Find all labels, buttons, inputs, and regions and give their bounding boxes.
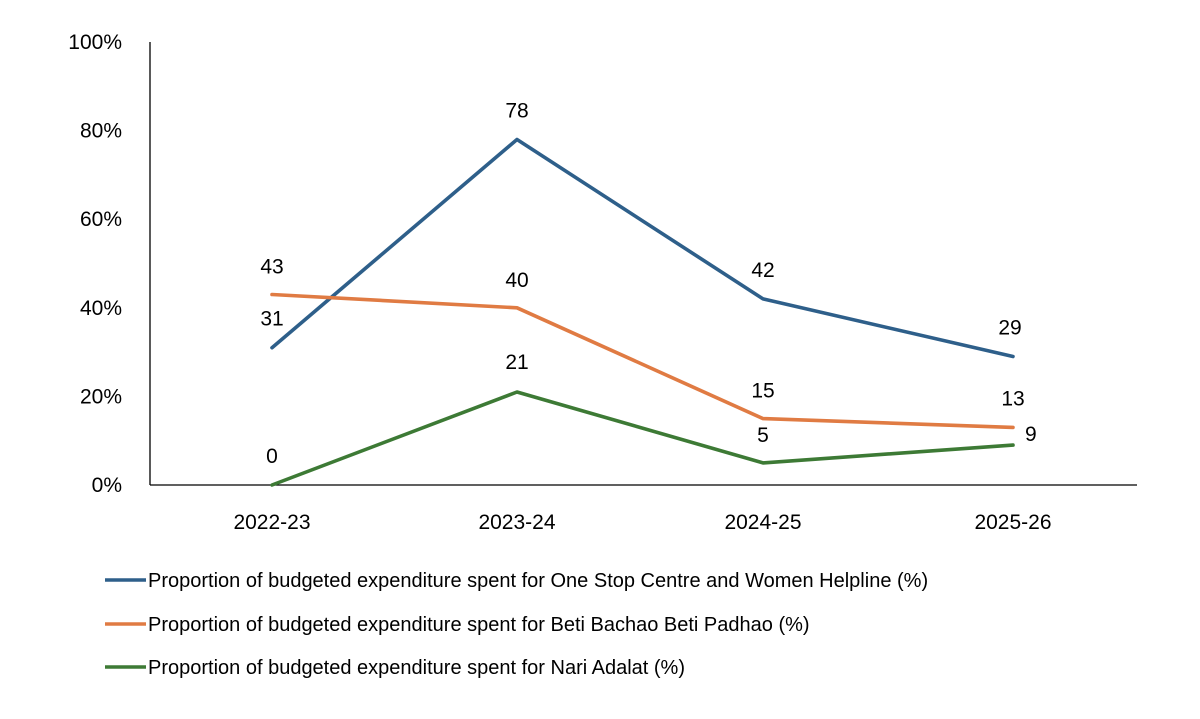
legend-label-1: Proportion of budgeted expenditure spent… <box>148 570 928 592</box>
data-label: 31 <box>260 308 283 331</box>
legend: Proportion of budgeted expenditure spent… <box>105 570 928 679</box>
data-label: 21 <box>505 351 528 374</box>
legend-label-2: Proportion of budgeted expenditure spent… <box>148 614 810 636</box>
axes <box>149 42 1137 486</box>
x-tick-label: 2023-24 <box>478 511 555 534</box>
x-tick-label: 2022-23 <box>233 511 310 534</box>
data-label: 5 <box>757 424 769 447</box>
x-tick-labels: 2022-23 2023-24 2024-25 2025-26 <box>233 511 1051 534</box>
y-tick-label: 60% <box>80 208 122 231</box>
x-tick-label: 2024-25 <box>724 511 801 534</box>
y-tick-label: 80% <box>80 120 122 143</box>
legend-label-3: Proportion of budgeted expenditure spent… <box>148 657 685 679</box>
y-tick-label: 100% <box>68 31 122 54</box>
y-tick-label: 20% <box>80 385 122 408</box>
x-tick-label: 2025-26 <box>974 511 1051 534</box>
data-label: 78 <box>505 99 528 122</box>
y-tick-label: 40% <box>80 297 122 320</box>
data-label: 0 <box>266 445 278 468</box>
data-label: 9 <box>1025 423 1037 446</box>
series-line-2 <box>270 292 1015 430</box>
data-label: 13 <box>1001 387 1024 410</box>
data-label: 15 <box>751 380 774 403</box>
series-line-1 <box>270 137 1015 359</box>
data-label: 40 <box>505 269 528 292</box>
data-label: 29 <box>998 317 1021 340</box>
y-tick-label: 0% <box>92 474 122 497</box>
y-tick-labels: 0% 20% 40% 60% 80% 100% <box>68 31 122 497</box>
series-line-3 <box>270 390 1015 487</box>
data-label: 43 <box>260 256 283 279</box>
data-labels: 31 78 42 29 43 40 15 13 0 21 5 9 <box>260 99 1036 468</box>
series-lines <box>270 137 1015 487</box>
data-label: 42 <box>751 259 774 282</box>
